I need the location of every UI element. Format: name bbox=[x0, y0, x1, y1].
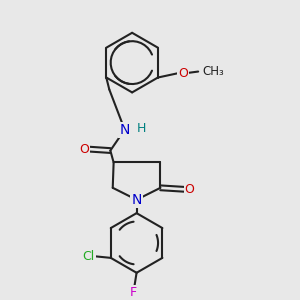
Text: O: O bbox=[178, 67, 188, 80]
Text: H: H bbox=[136, 122, 146, 135]
Text: N: N bbox=[131, 193, 142, 207]
Text: O: O bbox=[185, 183, 195, 196]
Text: CH₃: CH₃ bbox=[202, 65, 224, 78]
Text: N: N bbox=[119, 123, 130, 137]
Text: F: F bbox=[130, 286, 137, 299]
Text: O: O bbox=[79, 142, 89, 156]
Text: Cl: Cl bbox=[82, 250, 94, 263]
